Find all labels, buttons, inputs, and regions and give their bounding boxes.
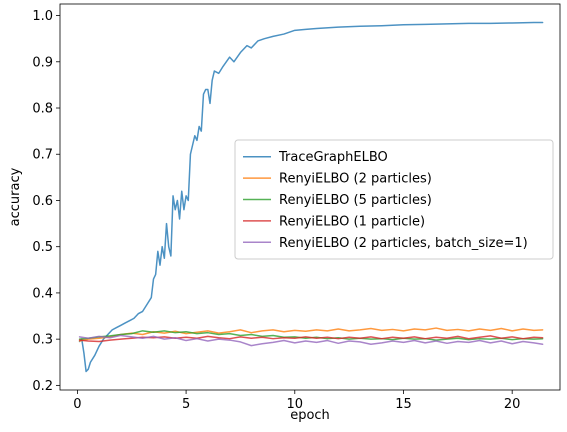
legend-label-5: RenyiELBO (2 particles, batch_size=1) <box>279 236 528 251</box>
y-tick-label: 0.3 <box>32 333 53 348</box>
y-axis-label: accuracy <box>8 167 23 226</box>
series-layer <box>78 21 544 373</box>
legend-label-4: RenyiELBO (1 particle) <box>279 214 425 229</box>
plot-frame <box>59 3 561 391</box>
series-line-5 <box>78 334 544 347</box>
x-axis-label: epoch <box>290 408 330 423</box>
y-tick-label: 0.2 <box>32 379 53 394</box>
legend-label-2: RenyiELBO (2 particles) <box>279 172 432 187</box>
x-tick-label: 5 <box>182 397 190 412</box>
y-tick-label: 0.9 <box>32 55 53 70</box>
x-tick-label: 20 <box>504 397 521 412</box>
x-tick-label: 10 <box>287 397 304 412</box>
y-tick-label: 0.6 <box>32 194 53 209</box>
y-tick-label: 0.8 <box>32 102 53 117</box>
x-tick-label: 0 <box>73 397 81 412</box>
y-tick-label: 1.0 <box>32 9 53 24</box>
x-tick-label: 15 <box>395 397 412 412</box>
legend: TraceGraphELBO RenyiELBO (2 particles) Ren… <box>234 139 554 260</box>
series-line-1 <box>78 21 544 373</box>
tick-layer: 0 5 10 15 20 0.2 0.3 0.4 0.5 0.6 0.7 0.8 0.9 1.0 <box>32 9 520 412</box>
y-tick-label: 0.4 <box>32 286 53 301</box>
y-tick-label: 0.5 <box>32 240 53 255</box>
legend-label-1: TraceGraphELBO <box>278 150 388 165</box>
legend-label-3: RenyiELBO (5 particles) <box>279 193 432 208</box>
legend-box <box>234 139 554 260</box>
y-tick-label: 0.7 <box>32 148 53 163</box>
